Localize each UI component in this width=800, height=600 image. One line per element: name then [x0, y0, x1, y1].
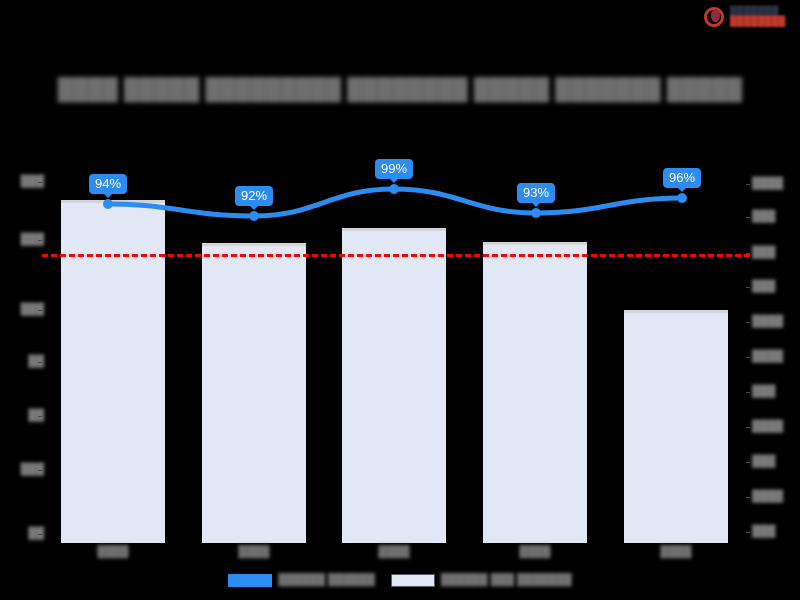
legend-label-line: ██████ ██████ [278, 574, 375, 586]
line-value-label-3: 93% [516, 183, 556, 207]
legend-item-line[interactable]: ██████ ██████ [228, 574, 375, 587]
line-value-label-1: 92% [234, 186, 274, 210]
right-axis-tick-label-0: ████ [752, 177, 784, 190]
line-series [103, 184, 687, 221]
right-axis-tick-label-4: ████ [752, 315, 784, 328]
right-axis-tick-label-3: ███ [752, 280, 776, 293]
legend-swatch-line [228, 574, 273, 587]
left-axis-tick-1 [38, 240, 42, 241]
left-axis-tick-4 [38, 416, 42, 417]
right-axis-tick-6 [746, 392, 750, 393]
left-axis-tick-label-2: ███ [20, 303, 44, 316]
bar-0[interactable] [61, 200, 165, 543]
bar-4[interactable] [624, 310, 728, 543]
left-axis-tick-label-4: ██ [28, 409, 44, 422]
bar-1[interactable] [202, 243, 306, 543]
left-axis-tick-2 [38, 310, 42, 311]
bar-2[interactable] [342, 228, 446, 543]
left-axis-tick-3 [38, 362, 42, 363]
right-axis-tick-label-10: ███ [752, 525, 776, 538]
x-axis-label-4: ████ [660, 546, 692, 558]
right-axis-tick-9 [746, 497, 750, 498]
left-axis-tick-6 [38, 534, 42, 535]
left-axis-tick-label-5: ███ [20, 463, 44, 476]
line-value-label-2: 99% [374, 159, 414, 183]
brand-wordmark: ███████ ████████ [730, 7, 785, 26]
line-value-label-4: 96% [662, 168, 702, 192]
line-marker-1[interactable] [249, 211, 259, 221]
line-marker-3[interactable] [531, 208, 541, 218]
right-axis-tick-2 [746, 253, 750, 254]
left-axis-tick-label-0: ███ [20, 175, 44, 188]
right-axis-tick-5 [746, 357, 750, 358]
right-axis-tick-label-5: ████ [752, 350, 784, 363]
right-axis-tick-label-8: ███ [752, 455, 776, 468]
right-axis-tick-label-7: ████ [752, 420, 784, 433]
x-axis-label-3: ████ [519, 546, 551, 558]
left-axis-tick-label-3: ██ [28, 355, 44, 368]
right-axis-tick-label-6: ███ [752, 385, 776, 398]
x-axis-label-2: ████ [378, 546, 410, 558]
legend-item-bar[interactable]: ██████ ███ ███████ [390, 574, 572, 587]
chart-title: ████ █████ █████████ ████████ █████ ████… [57, 78, 743, 101]
right-axis-tick-7 [746, 427, 750, 428]
right-axis-tick-0 [746, 184, 750, 185]
right-axis-tick-3 [746, 287, 750, 288]
right-axis-tick-8 [746, 462, 750, 463]
reference-line [42, 254, 750, 257]
legend-label-bar: ██████ ███ ███████ [440, 574, 572, 586]
right-axis-tick-label-2: ███ [752, 246, 776, 259]
left-axis-tick-5 [38, 470, 42, 471]
legend-swatch-bar [390, 574, 435, 587]
right-axis-tick-4 [746, 322, 750, 323]
line-marker-4[interactable] [677, 193, 687, 203]
right-axis-tick-label-1: ███ [752, 210, 776, 223]
line-value-label-0: 94% [88, 174, 128, 198]
brand-line-1: ███████ [730, 6, 779, 18]
left-axis-tick-label-1: ███ [20, 233, 44, 246]
right-axis-tick-1 [746, 217, 750, 218]
line-marker-0[interactable] [103, 199, 113, 209]
line-marker-2[interactable] [389, 184, 399, 194]
right-axis-tick-label-9: ████ [752, 490, 784, 503]
brand-watermark: ███████ ████████ [703, 2, 795, 32]
left-axis-tick-label-6: ██ [28, 527, 44, 540]
bar-3[interactable] [483, 242, 587, 543]
x-axis-label-1: ████ [238, 546, 270, 558]
x-axis-label-0: ████ [97, 546, 129, 558]
brand-line-2: ████████ [730, 16, 786, 27]
plot-area: 94% 92% 99% 93% 96% [42, 159, 750, 544]
circular-seal-icon [703, 5, 727, 29]
right-axis-tick-10 [746, 532, 750, 533]
chart-legend: ██████ ██████ ██████ ███ ███████ [0, 574, 800, 587]
left-axis-tick-0 [38, 182, 42, 183]
